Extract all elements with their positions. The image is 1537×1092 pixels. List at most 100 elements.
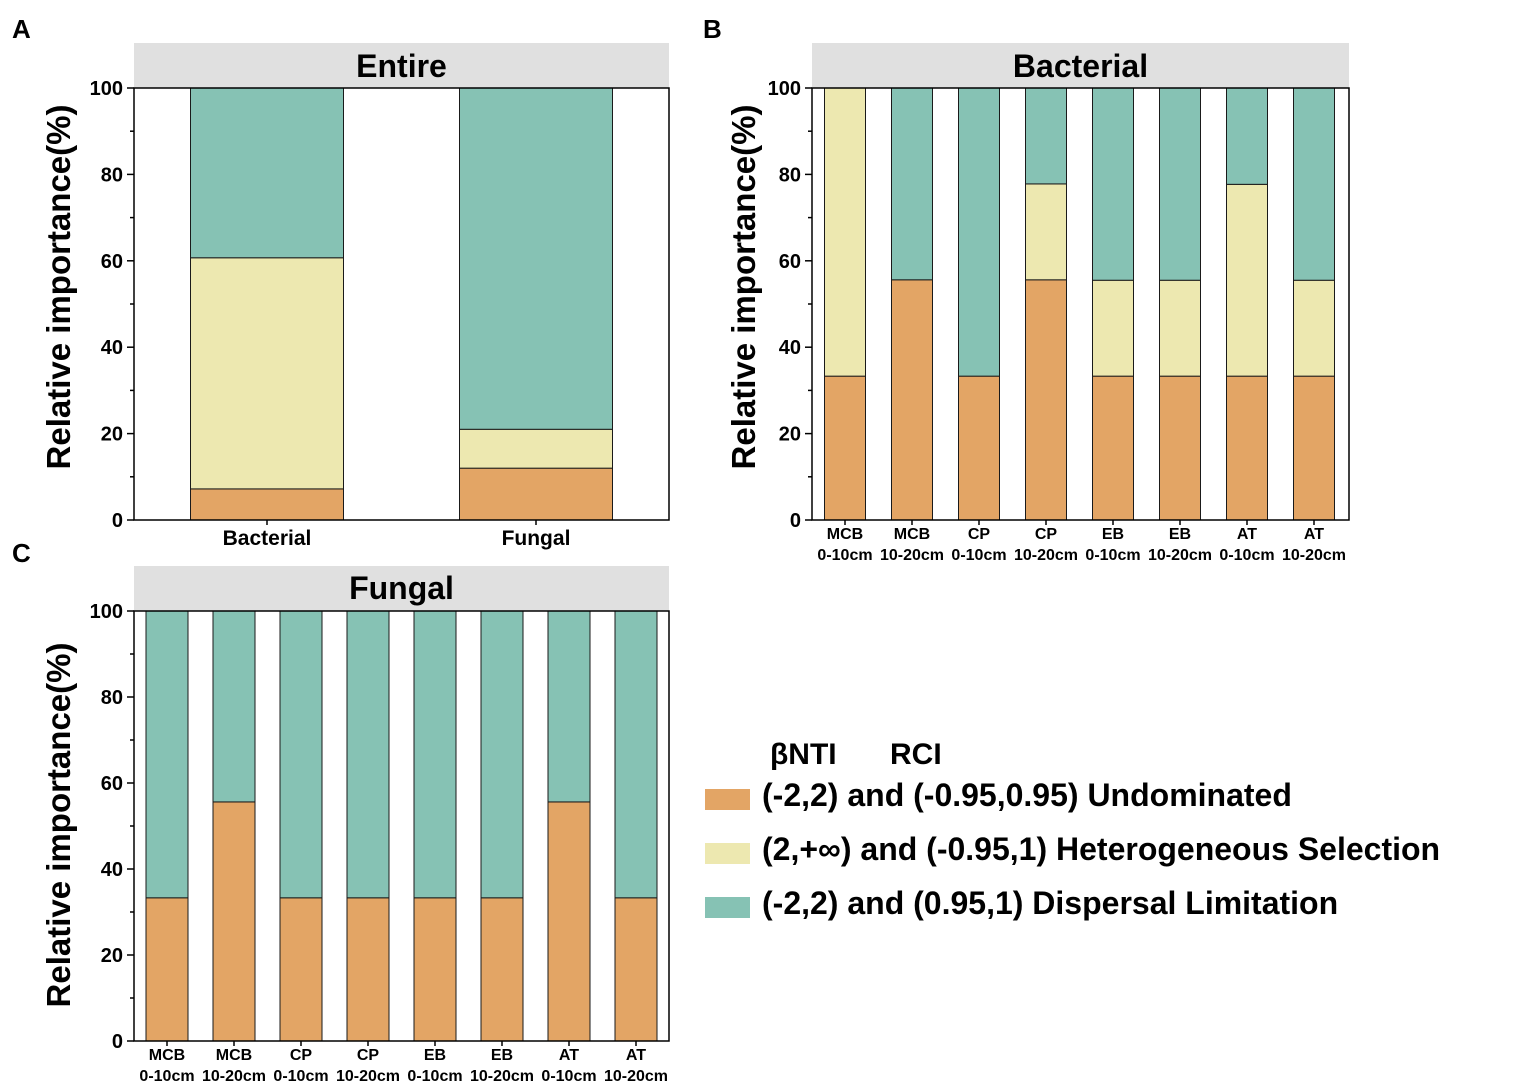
legend-swatch-dispersal	[705, 897, 750, 918]
legend-swatch-undominated	[705, 789, 750, 810]
panel-c-x-label-site: CP	[357, 1047, 380, 1064]
panel-a-title: Entire	[356, 48, 447, 84]
panel-b-bar-4-heterogeneous	[1025, 183, 1067, 281]
panel-c-x-label-depth: 0-10cm	[407, 1068, 462, 1085]
legend-swatch-heterogeneous	[705, 843, 750, 864]
panel-c-x-label-site: MCB	[149, 1047, 185, 1064]
panel-c-x-label-depth: 10-20cm	[202, 1068, 266, 1085]
panel-a-bar-2-undominated	[459, 467, 613, 521]
panel-a-x-label: Bacterial	[223, 527, 312, 550]
panel-b-bar-8-undominated	[1293, 375, 1335, 521]
panel-b-y-tick-label: 80	[779, 164, 801, 186]
panel-a-bar-1-undominated	[190, 488, 344, 521]
panel-c-x-label-site: MCB	[216, 1047, 252, 1064]
panel-b-x-label-site: EB	[1169, 526, 1191, 543]
panel-b-y-tick-label: 60	[779, 251, 801, 273]
legend-title-rci: RCI	[890, 738, 942, 771]
panel-c-bar-5-undominated	[413, 897, 457, 1042]
panel-a-bar-2-heterogeneous	[459, 428, 613, 469]
panel-a-y-tick-label: 80	[101, 164, 123, 186]
panel-c-y-tick-label: 60	[101, 773, 123, 795]
panel-a-title-strip	[134, 43, 669, 88]
panel-label-b: B	[703, 14, 722, 44]
panel-c-x-label-site: EB	[424, 1047, 446, 1064]
panel-b-x-label-depth: 10-20cm	[1014, 547, 1078, 564]
panel-b-bar-8-heterogeneous	[1293, 279, 1335, 377]
legend-title-bnti: βNTI	[770, 738, 837, 771]
panel-c-bar-4-undominated	[346, 897, 390, 1042]
panel-b-x-label-site: AT	[1237, 526, 1257, 543]
panel-b-bar-7-undominated	[1226, 375, 1268, 521]
panel-c-x-label-depth: 0-10cm	[541, 1068, 596, 1085]
panel-c-title-strip	[134, 566, 669, 611]
panel-b-bar-7-heterogeneous	[1226, 183, 1268, 377]
panel-c-x-label-depth: 10-20cm	[470, 1068, 534, 1085]
panel-a: Entire Relative importance(%) 0 20 40 60 80 1…	[40, 43, 670, 550]
panel-c-x-label-site: CP	[290, 1047, 313, 1064]
panel-c-x-label-depth: 0-10cm	[139, 1068, 194, 1085]
panel-b-x-label-depth: 10-20cm	[1148, 547, 1212, 564]
panel-c-x-label-site: EB	[491, 1047, 513, 1064]
panel-b-x-label-site: MCB	[827, 526, 863, 543]
panel-c-bar-5-dispersal	[413, 610, 457, 899]
panel-b-y-axis-title: Relative importance(%)	[725, 105, 762, 470]
panel-c-y-tick-label: 80	[101, 687, 123, 709]
panel-b-y-tick-label: 20	[779, 424, 801, 446]
panel-c-bar-4-dispersal	[346, 610, 390, 899]
panel-b-bar-7-dispersal	[1226, 87, 1268, 185]
panel-b-bar-8-dispersal	[1293, 87, 1335, 281]
panel-c-y-tick-label: 40	[101, 859, 123, 881]
panel-a-x-label: Fungal	[502, 527, 571, 550]
legend-label-dispersal: (-2,2) and (0.95,1) Dispersal Limitation	[762, 885, 1338, 921]
panel-label-c: C	[12, 538, 31, 568]
panel-c-y-axis-title: Relative importance(%)	[40, 643, 77, 1008]
panel-b-x-label-site: MCB	[894, 526, 930, 543]
panel-a-bar-1-dispersal	[190, 87, 344, 259]
panel-b-bar-3-dispersal	[958, 87, 1000, 377]
panel-c-title: Fungal	[349, 570, 454, 606]
panel-b-bar-4-undominated	[1025, 279, 1067, 521]
panel-b-x-label-site: EB	[1102, 526, 1124, 543]
panel-b-title-strip	[812, 43, 1349, 88]
panel-c-plot-area: 0 20 40 60 80 100 MCB 0-10cm MCB 10-20cm CP 0-10cm C…	[90, 601, 670, 1085]
legend-label-undominated: (-2,2) and (-0.95,0.95) Undominated	[762, 777, 1292, 813]
panel-b-x-label-depth: 10-20cm	[880, 547, 944, 564]
panel-c-x-label-depth: 10-20cm	[336, 1068, 400, 1085]
panel-a-y-tick-label: 100	[90, 78, 123, 100]
panel-b-x-label-depth: 0-10cm	[951, 547, 1006, 564]
panel-b-bar-5-dispersal	[1092, 87, 1134, 281]
panel-b-x-label-site: AT	[1304, 526, 1324, 543]
panel-c-bar-3-undominated	[279, 897, 323, 1042]
panel-c-x-label-site: AT	[626, 1047, 646, 1064]
panel-c-bar-6-dispersal	[480, 610, 524, 899]
legend: βNTI RCI (-2,2) and (-0.95,0.95) Undomin…	[705, 738, 1440, 921]
panel-a-plot-area: 0 20 40 60 80 100 Bacterial Fungal	[90, 78, 670, 550]
panel-b-bar-5-heterogeneous	[1092, 279, 1134, 377]
panel-b-y-tick-label: 100	[768, 78, 801, 100]
panel-c-y-tick-label: 0	[112, 1031, 123, 1053]
panel-c-bar-8-dispersal	[614, 610, 658, 899]
panel-a-bar-2-dispersal	[459, 87, 613, 430]
panel-c-bar-7-undominated	[547, 801, 591, 1042]
panel-c: Fungal Relative importance(%) 0 20 40 60 80 1…	[40, 566, 670, 1085]
panel-c-bar-2-undominated	[212, 801, 256, 1042]
panel-c-bar-8-undominated	[614, 897, 658, 1042]
panel-b-title: Bacterial	[1013, 48, 1148, 84]
panel-c-x-label-depth: 10-20cm	[604, 1068, 668, 1085]
panel-a-y-axis-title: Relative importance(%)	[40, 105, 77, 470]
panel-b-bar-5-undominated	[1092, 375, 1134, 521]
panel-b-y-tick-label: 40	[779, 337, 801, 359]
panel-b-bar-6-dispersal	[1159, 87, 1201, 281]
panel-b-bar-4-dispersal	[1025, 87, 1067, 185]
panel-label-a: A	[12, 14, 31, 44]
panel-b-bar-1-undominated	[824, 375, 866, 521]
panel-a-bar-1-heterogeneous	[190, 257, 344, 490]
panel-b-bar-2-undominated	[891, 279, 933, 521]
panel-c-bar-6-undominated	[480, 897, 524, 1042]
panel-b-bar-3-undominated	[958, 375, 1000, 521]
panel-c-y-tick-label: 20	[101, 945, 123, 967]
panel-b-x-label-depth: 10-20cm	[1282, 547, 1346, 564]
panel-a-y-tick-label: 60	[101, 251, 123, 273]
panel-c-y-tick-label: 100	[90, 601, 123, 623]
